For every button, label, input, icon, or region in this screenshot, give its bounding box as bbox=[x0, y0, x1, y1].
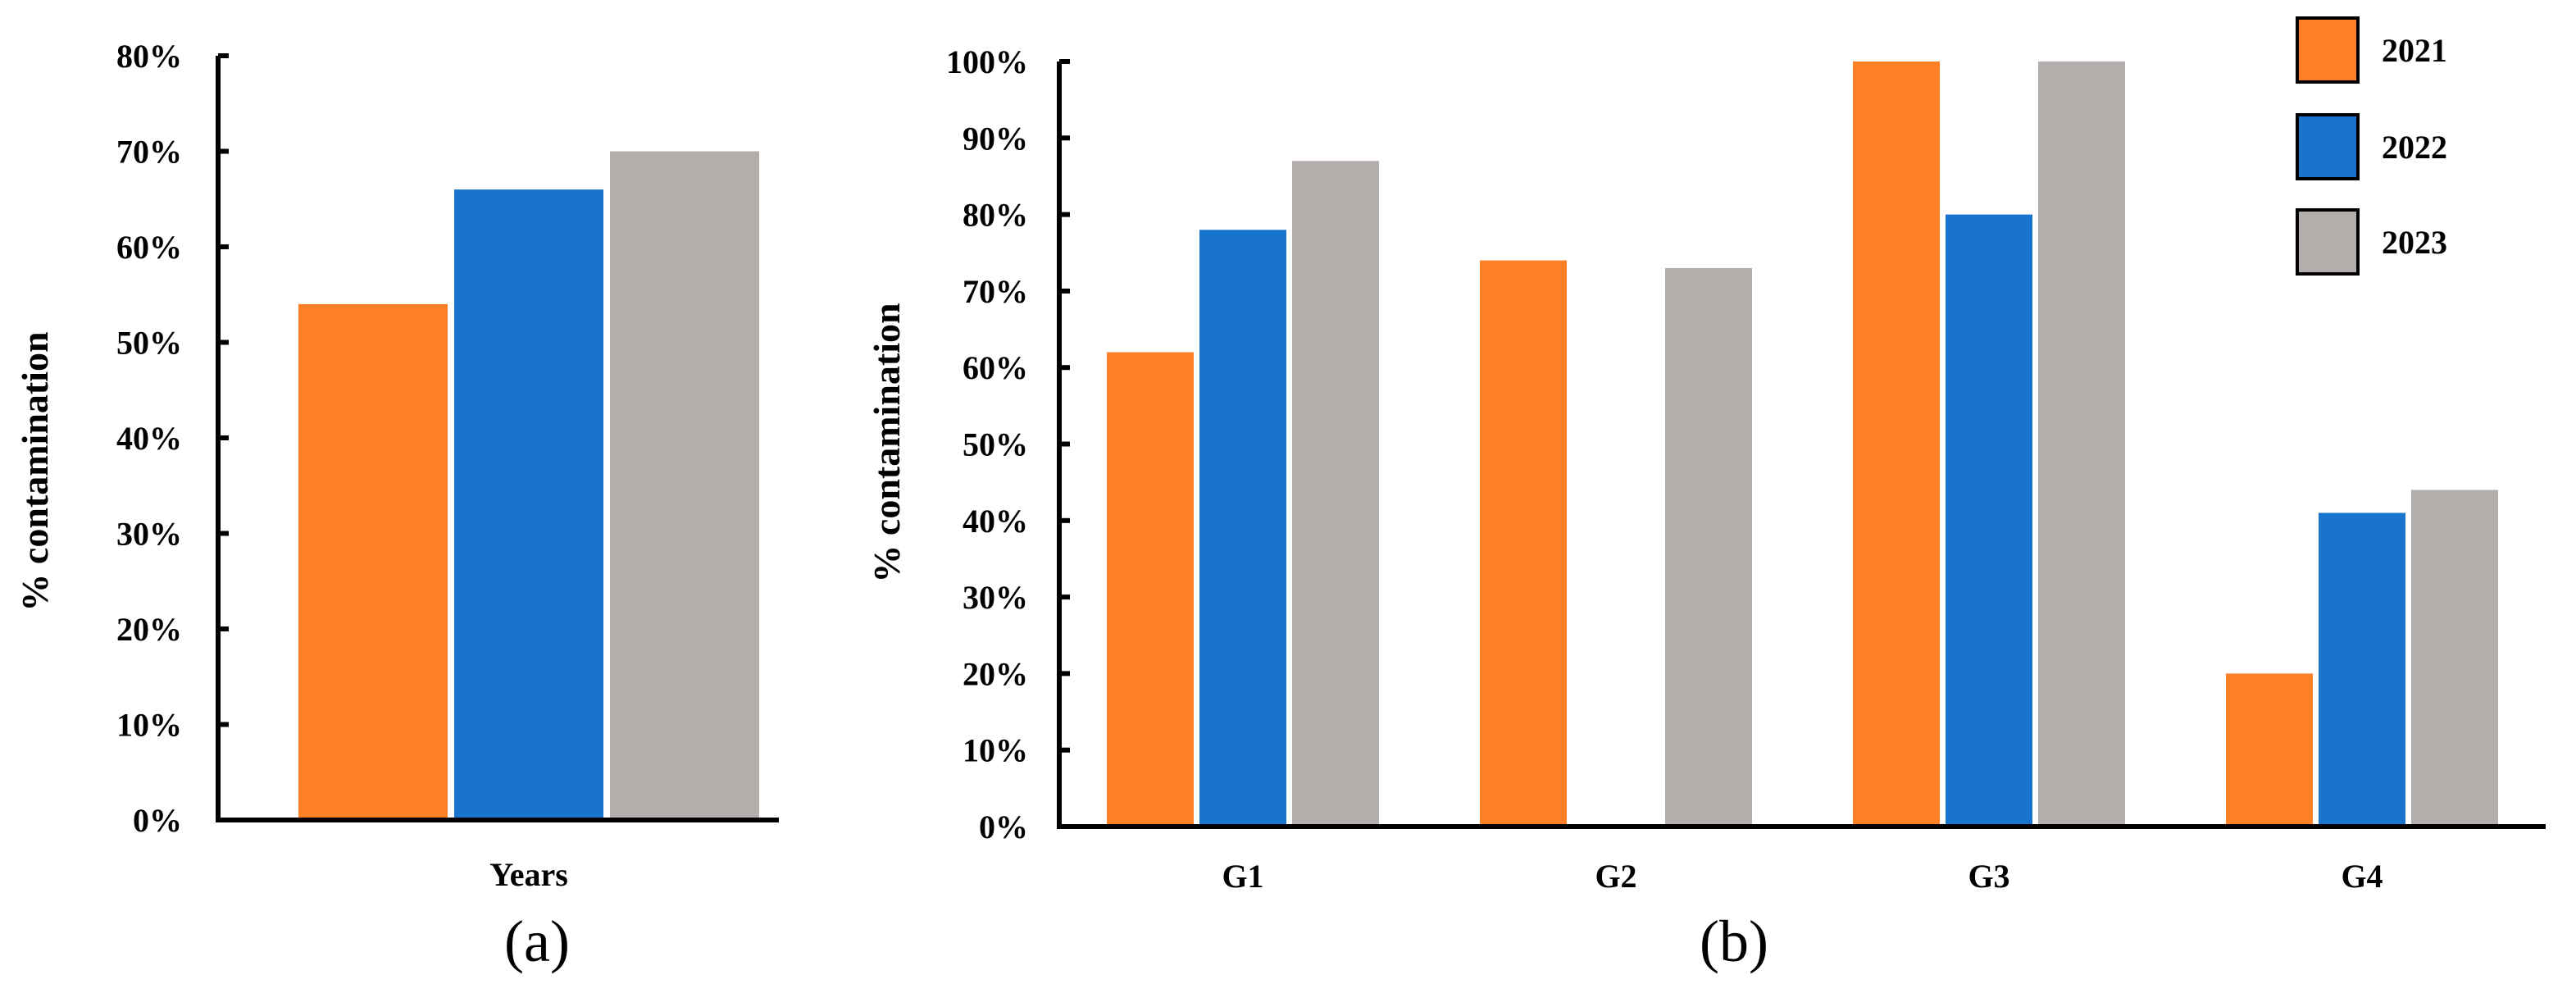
legend-label: 2023 bbox=[2382, 224, 2447, 261]
chart-b: % contamination 0% 10% 20% 30% 40% 50% 60% 70% 8… bbox=[866, 43, 2546, 974]
chart-b-y-tick-label: 40% bbox=[963, 503, 1028, 540]
chart-a-y-tick-label: 80% bbox=[116, 38, 182, 75]
chart-a-y-tick-label: 20% bbox=[116, 611, 182, 648]
chart-b-bar-G2-2023 bbox=[1665, 267, 1752, 824]
chart-a-y-tick-label: 70% bbox=[116, 134, 182, 171]
chart-b-category-label: G2 bbox=[1595, 858, 1636, 895]
chart-b-y-tick-label: 60% bbox=[963, 349, 1028, 386]
chart-b-bar-G3-2021 bbox=[1853, 61, 1940, 824]
legend-label: 2021 bbox=[2382, 32, 2447, 69]
chart-a-y-tick-label: 40% bbox=[116, 420, 182, 457]
chart-b-y-tick-label: 90% bbox=[963, 120, 1028, 157]
chart-a-y-tick-label: 0% bbox=[133, 802, 182, 839]
chart-b-y-axis-label: % contamination bbox=[866, 303, 908, 582]
chart-b-y-tick-label: 0% bbox=[979, 809, 1028, 845]
chart-a-bar-2022 bbox=[454, 189, 603, 818]
chart-b-y-tick-label: 100% bbox=[946, 43, 1028, 80]
chart-a-y-tick-label: 60% bbox=[116, 229, 182, 266]
chart-b-category-label: G4 bbox=[2341, 858, 2383, 895]
legend: 2021 2022 2023 bbox=[2296, 16, 2447, 276]
chart-b-category-label: G1 bbox=[1222, 858, 1263, 895]
chart-b-y-tick-label: 10% bbox=[963, 732, 1028, 769]
legend-swatch-2021 bbox=[2296, 16, 2360, 84]
chart-b-bar-G4-2022 bbox=[2319, 512, 2405, 824]
chart-b-bar-G4-2021 bbox=[2226, 673, 2313, 824]
chart-a-y-axis-label: % contamination bbox=[14, 331, 56, 611]
chart-a-x-axis-label: Years bbox=[489, 856, 568, 893]
chart-a-panel-label: (a) bbox=[504, 909, 570, 974]
chart-b-bar-G2-2021 bbox=[1480, 260, 1567, 825]
chart-a-bar-2023 bbox=[610, 151, 759, 818]
chart-a-y-tick-label: 10% bbox=[116, 707, 182, 744]
chart-b-bar-G3-2023 bbox=[2038, 61, 2125, 824]
legend-label: 2022 bbox=[2382, 129, 2447, 166]
chart-b-y-tick-label: 30% bbox=[963, 579, 1028, 616]
chart-b-panel-label: (b) bbox=[1700, 909, 1768, 974]
chart-b-y-tick-label: 70% bbox=[963, 273, 1028, 310]
chart-b-y-tick-label: 80% bbox=[963, 197, 1028, 234]
legend-swatch-2022 bbox=[2296, 113, 2360, 180]
chart-a-bar-2021 bbox=[298, 303, 448, 818]
chart-b-bar-G1-2022 bbox=[1199, 230, 1286, 824]
chart-b-bar-G3-2022 bbox=[1946, 214, 2032, 825]
chart-b-bar-G4-2023 bbox=[2411, 490, 2498, 824]
chart-a-y-tick-label: 30% bbox=[116, 516, 182, 553]
chart-b-bar-G1-2021 bbox=[1107, 352, 1194, 824]
legend-swatch-2023 bbox=[2296, 208, 2360, 276]
chart-b-category-label: G3 bbox=[1968, 858, 2009, 895]
chart-a: % contamination 0% 10% 20% 30% 40% 50% 60% 70% 8… bbox=[14, 38, 779, 974]
chart-b-y-tick-label: 50% bbox=[963, 426, 1028, 463]
chart-b-bar-G1-2023 bbox=[1292, 161, 1379, 825]
chart-a-y-tick-label: 50% bbox=[116, 325, 182, 362]
chart-b-y-tick-label: 20% bbox=[963, 655, 1028, 692]
